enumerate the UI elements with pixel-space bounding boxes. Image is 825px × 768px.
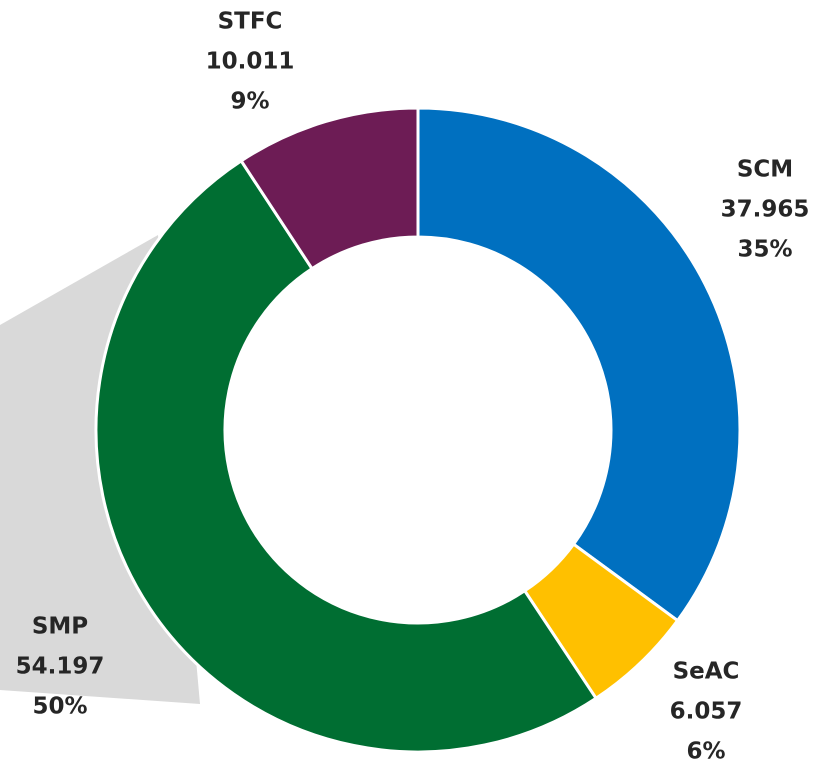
category-label: STFC xyxy=(218,9,283,35)
category-label: SeAC xyxy=(673,659,740,685)
percentage-label: 35% xyxy=(737,237,792,263)
donut-segment xyxy=(239,106,420,271)
value-label: 6.057 xyxy=(670,699,743,725)
category-label: SMP xyxy=(32,614,88,640)
percentage-label: 9% xyxy=(230,89,269,115)
donut-segment xyxy=(416,106,742,623)
value-label: 54.197 xyxy=(16,654,105,680)
donut-segment xyxy=(94,158,599,754)
value-label: 10.011 xyxy=(206,49,295,75)
value-label: 37.965 xyxy=(721,197,810,223)
percentage-label: 50% xyxy=(32,694,87,720)
percentage-label: 6% xyxy=(686,739,725,765)
category-label: SCM xyxy=(737,157,793,183)
